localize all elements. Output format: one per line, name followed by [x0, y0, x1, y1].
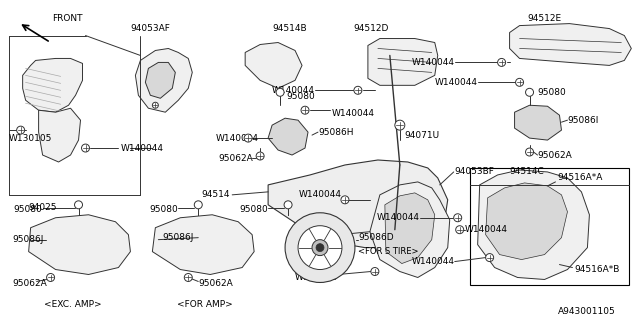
- Circle shape: [516, 78, 524, 86]
- Text: 94512E: 94512E: [527, 14, 562, 23]
- Circle shape: [284, 201, 292, 209]
- Text: 95086I: 95086I: [568, 116, 599, 125]
- Text: W140044: W140044: [272, 86, 315, 95]
- Polygon shape: [268, 118, 308, 155]
- Circle shape: [81, 144, 90, 152]
- Polygon shape: [368, 38, 438, 85]
- Polygon shape: [486, 183, 568, 260]
- Circle shape: [298, 226, 342, 269]
- Text: 95062A: 95062A: [218, 154, 253, 163]
- Circle shape: [354, 86, 362, 94]
- Text: 95080: 95080: [286, 92, 315, 101]
- Circle shape: [341, 196, 349, 204]
- Text: 94512D: 94512D: [353, 24, 388, 33]
- Circle shape: [316, 244, 324, 252]
- Polygon shape: [245, 43, 302, 88]
- Text: FRONT: FRONT: [52, 14, 83, 23]
- Circle shape: [301, 106, 309, 114]
- Circle shape: [371, 268, 379, 276]
- Text: A943001105: A943001105: [557, 307, 615, 316]
- Circle shape: [395, 120, 405, 130]
- Text: W140044: W140044: [465, 225, 508, 234]
- Circle shape: [152, 102, 158, 108]
- Text: 94025A: 94025A: [305, 230, 340, 239]
- Polygon shape: [29, 215, 131, 275]
- Text: W140044: W140044: [332, 109, 375, 118]
- Text: 95086H: 95086H: [318, 128, 353, 137]
- Text: <EXC. AMP>: <EXC. AMP>: [44, 300, 101, 309]
- Circle shape: [256, 152, 264, 160]
- Text: 94514C: 94514C: [509, 167, 545, 176]
- Circle shape: [74, 201, 83, 209]
- Text: W130105: W130105: [9, 133, 52, 143]
- Circle shape: [276, 88, 284, 96]
- Circle shape: [525, 148, 534, 156]
- Text: W140044: W140044: [120, 144, 163, 153]
- Circle shape: [184, 274, 192, 282]
- Text: 95080: 95080: [150, 205, 179, 214]
- Polygon shape: [268, 160, 448, 248]
- Text: 94514: 94514: [202, 190, 230, 199]
- Circle shape: [195, 201, 202, 209]
- Polygon shape: [385, 193, 435, 264]
- Text: 95080: 95080: [239, 205, 268, 214]
- Text: 94053AF: 94053AF: [131, 24, 170, 33]
- Text: W140044: W140044: [412, 58, 454, 67]
- Circle shape: [486, 253, 493, 261]
- Text: 95080: 95080: [14, 205, 43, 214]
- Text: <FOR AMP>: <FOR AMP>: [177, 300, 233, 309]
- Text: W140044: W140044: [377, 213, 420, 222]
- Text: 95086J: 95086J: [163, 233, 194, 242]
- Polygon shape: [22, 59, 83, 112]
- Text: W140044: W140044: [435, 78, 477, 87]
- Circle shape: [244, 134, 252, 142]
- Text: W140044: W140044: [215, 133, 258, 143]
- Text: 95086D: 95086D: [358, 233, 394, 242]
- Text: W140044: W140044: [299, 190, 342, 199]
- Circle shape: [47, 274, 54, 282]
- Circle shape: [312, 240, 328, 256]
- Text: 95080: 95080: [538, 88, 566, 97]
- Text: 95086J: 95086J: [13, 235, 44, 244]
- Text: 94516A*A: 94516A*A: [557, 173, 603, 182]
- Circle shape: [525, 88, 534, 96]
- Text: 95062A: 95062A: [198, 279, 233, 288]
- Circle shape: [454, 214, 461, 222]
- Text: 94053BF: 94053BF: [454, 167, 495, 176]
- Text: <FOR S TIRE>: <FOR S TIRE>: [358, 247, 419, 256]
- Polygon shape: [38, 108, 81, 162]
- Text: 95062A: 95062A: [538, 150, 572, 160]
- Text: W130105: W130105: [294, 273, 338, 282]
- Text: 94071U: 94071U: [405, 131, 440, 140]
- Polygon shape: [370, 182, 450, 277]
- Polygon shape: [515, 105, 561, 140]
- Polygon shape: [509, 24, 631, 65]
- Text: W140044: W140044: [412, 257, 454, 266]
- Polygon shape: [477, 170, 589, 279]
- Polygon shape: [145, 62, 175, 98]
- Circle shape: [285, 213, 355, 283]
- Text: 95062A: 95062A: [13, 279, 47, 288]
- Circle shape: [456, 226, 464, 234]
- Text: 94025: 94025: [29, 203, 57, 212]
- Text: 94516A*B: 94516A*B: [575, 265, 620, 274]
- Text: 94514B: 94514B: [272, 24, 307, 33]
- Bar: [470, 168, 629, 285]
- Polygon shape: [136, 49, 192, 112]
- Circle shape: [498, 59, 506, 67]
- Circle shape: [17, 126, 25, 134]
- Polygon shape: [152, 215, 254, 275]
